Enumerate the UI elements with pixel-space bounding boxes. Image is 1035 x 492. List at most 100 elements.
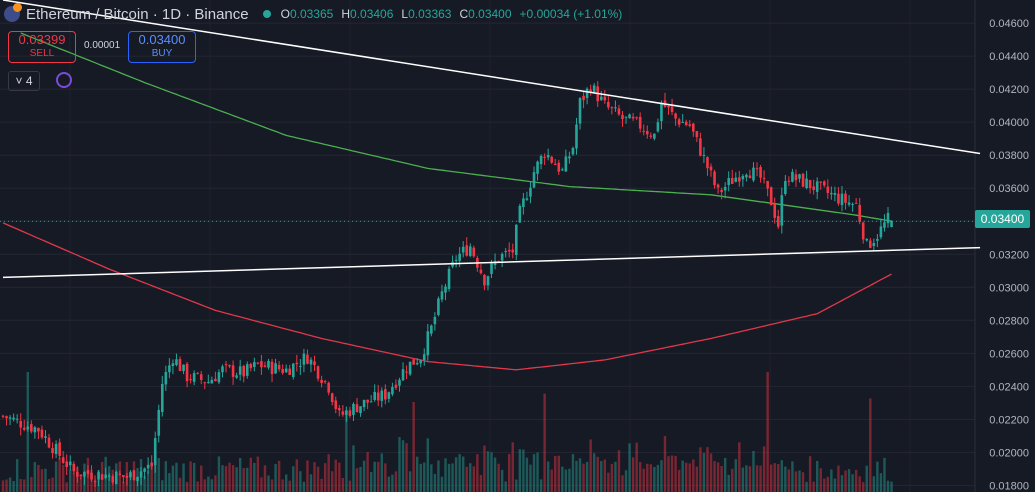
volume-bar — [408, 471, 412, 492]
volume-bar — [164, 461, 168, 492]
candle-body — [773, 203, 777, 218]
volume-bar — [578, 458, 582, 492]
volume-bar — [178, 477, 182, 492]
sync-icon[interactable] — [56, 72, 72, 88]
buy-button[interactable]: 0.03400 BUY — [128, 31, 196, 63]
candle-body — [175, 359, 178, 365]
eth-btc-logo-icon — [4, 3, 22, 22]
candle-body — [819, 181, 823, 183]
candle-body — [692, 123, 695, 132]
candle-body — [68, 461, 72, 466]
volume-bar — [568, 468, 571, 492]
volume-bar — [447, 463, 451, 492]
volume-bar — [210, 479, 214, 492]
candle-body — [168, 365, 171, 373]
candle-body — [19, 421, 22, 428]
candle-body — [384, 389, 387, 400]
buy-label: BUY — [151, 48, 173, 59]
volume-bar — [844, 470, 847, 492]
candle-body — [812, 186, 815, 190]
candle-body — [313, 361, 316, 366]
volume-bar — [639, 462, 642, 492]
volume-bar — [437, 460, 440, 492]
y-tick-label: 0.04000 — [989, 117, 1029, 129]
volume-bar — [808, 456, 812, 492]
candle-body — [171, 363, 175, 367]
volume-bar — [338, 462, 341, 492]
candle-body — [585, 88, 589, 99]
candle-body — [398, 379, 401, 386]
volume-bar — [306, 460, 309, 492]
candle-body — [189, 379, 192, 381]
candle-body — [865, 238, 869, 241]
candle-body — [599, 96, 603, 100]
y-tick-label: 0.02200 — [989, 414, 1029, 426]
volume-bar — [483, 445, 486, 492]
candle-body — [695, 131, 699, 138]
candle-body — [564, 156, 568, 172]
symbol-title[interactable]: Ethereum / Bitcoin · 1D · Binance — [26, 5, 249, 23]
sell-button[interactable]: 0.03399 SELL — [8, 31, 76, 63]
candle-body — [752, 167, 755, 181]
candle-body — [766, 181, 769, 189]
moving-average-green — [20, 32, 892, 222]
candle-body — [281, 369, 284, 374]
volume-bar — [539, 479, 543, 492]
indicators-toggle[interactable]: ˅ 4 — [8, 71, 40, 91]
candle-body — [100, 474, 104, 480]
candle-body — [748, 175, 752, 179]
candle-body — [164, 371, 168, 385]
candle-body — [54, 443, 58, 455]
volume-bar — [242, 468, 245, 492]
volume-bar — [759, 465, 762, 492]
candle-body — [702, 154, 706, 156]
candle-body — [791, 171, 794, 182]
volume-bar — [532, 454, 536, 492]
candle-body — [794, 174, 798, 181]
volume-bar — [546, 461, 550, 492]
y-tick-label: 0.02400 — [989, 381, 1029, 393]
volume-bar — [454, 457, 458, 492]
volume-bar — [387, 476, 391, 492]
volume-bar — [642, 468, 645, 492]
candle-body — [185, 363, 189, 382]
volume-bar — [462, 456, 465, 492]
candle-body — [465, 245, 469, 256]
volume-bar — [394, 471, 398, 492]
candle-body — [660, 102, 663, 122]
candle-body — [150, 462, 153, 467]
candle-body — [674, 113, 677, 119]
candle-body — [217, 372, 221, 383]
candle-body — [111, 476, 115, 483]
volume-bar — [738, 442, 741, 492]
candle-body — [291, 363, 295, 378]
volume-bar — [847, 469, 851, 492]
volume-bar — [154, 461, 157, 492]
candle-body — [869, 240, 872, 248]
candle-body — [369, 401, 373, 403]
volume-bar — [391, 474, 394, 492]
candle-body — [497, 261, 500, 263]
volume-bar — [214, 475, 217, 492]
volume-bar — [833, 478, 837, 492]
volume-bar — [865, 465, 868, 492]
candle-body — [93, 481, 97, 483]
volume-bar — [635, 442, 638, 492]
volume-bar — [876, 461, 879, 492]
volume-bar — [277, 460, 281, 492]
volume-bar — [348, 480, 352, 492]
candle-body — [723, 186, 727, 191]
volume-bar — [23, 479, 26, 492]
volume-bar — [709, 453, 713, 492]
volume-bar — [755, 465, 759, 492]
volume-bar — [161, 480, 164, 492]
candle-body — [454, 259, 458, 261]
y-tick-label: 0.02800 — [989, 315, 1029, 327]
candle-body — [741, 175, 745, 180]
candle-body — [323, 380, 327, 382]
volume-bar — [624, 470, 628, 492]
volume-bar — [263, 465, 267, 492]
candle-body — [851, 203, 854, 205]
candle-body — [129, 472, 132, 478]
